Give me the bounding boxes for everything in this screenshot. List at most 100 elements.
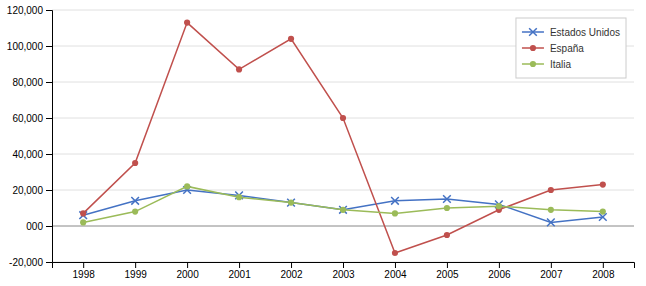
series-marker — [392, 210, 398, 216]
series-marker — [496, 203, 502, 209]
series-marker — [391, 197, 399, 205]
legend-label: Estados Unidos — [550, 27, 620, 38]
series-marker — [339, 206, 347, 214]
series — [80, 183, 606, 225]
legend-box — [516, 18, 626, 78]
series-marker — [600, 182, 606, 188]
y-axis-tick: 20,000 — [12, 185, 52, 196]
x-axis-tick-label: 2007 — [540, 269, 563, 280]
legend-marker — [530, 61, 536, 67]
x-axis-tick: 2004 — [384, 262, 407, 280]
series-line — [83, 186, 603, 222]
x-axis-tick-label: 2004 — [384, 269, 407, 280]
x-axis-tick-mark — [603, 262, 604, 268]
y-axis-tick-label: 80,000 — [12, 77, 43, 88]
legend-item: España — [522, 43, 584, 54]
y-axis-tick-mark — [46, 46, 52, 47]
y-axis-tick-mark — [46, 262, 52, 263]
y-axis-tick: 80,000 — [12, 77, 52, 88]
y-axis-tick-mark — [46, 154, 52, 155]
legend-label: Italia — [550, 59, 572, 70]
chart: -20,000 000 20,000 40,000 60,000 80,000 100,00… — [0, 0, 646, 286]
y-axis-tick-label: -20,000 — [9, 257, 43, 268]
series-marker — [80, 210, 86, 216]
y-axis-tick: 000 — [26, 221, 52, 232]
series-marker — [132, 160, 138, 166]
y-axis-tick: 40,000 — [12, 149, 52, 160]
x-axis-tick-label: 1999 — [125, 269, 148, 280]
x-axis-tick-mark — [499, 262, 500, 268]
y-axis: -20,000 000 20,000 40,000 60,000 80,000 100,00… — [7, 5, 53, 268]
x-axis-tick-mark — [447, 262, 448, 268]
series-marker — [548, 207, 554, 213]
series-marker — [184, 20, 190, 26]
y-axis-tick-label: 60,000 — [12, 113, 43, 124]
series-marker — [340, 207, 346, 213]
series-marker — [236, 194, 242, 200]
y-axis-line — [46, 11, 53, 263]
x-axis-tick-label: 2002 — [280, 269, 303, 280]
grid-line — [52, 190, 634, 191]
x-axis: 1998 1999 2000 2001 2002 2003 2004 2005 2006 2007… — [53, 262, 635, 280]
legend-marker — [530, 45, 536, 51]
legend-label: España — [550, 43, 584, 54]
grid — [52, 10, 634, 262]
y-axis-tick-mark — [46, 190, 52, 191]
y-axis-tick: 100,000 — [7, 41, 52, 52]
x-axis-tick-label: 1998 — [73, 269, 96, 280]
x-axis-tick: 2008 — [592, 262, 615, 280]
x-axis-tick: 2007 — [540, 262, 563, 280]
series — [79, 186, 606, 226]
y-axis-tick-mark — [46, 10, 52, 11]
x-axis-tick-mark — [135, 262, 136, 268]
grid-line — [52, 82, 634, 83]
series-marker — [443, 195, 451, 203]
y-axis-tick: 120,000 — [7, 5, 52, 16]
series-marker — [600, 209, 606, 215]
x-axis-tick-label: 2008 — [592, 269, 615, 280]
y-axis-tick-label: 20,000 — [12, 185, 43, 196]
series-marker — [392, 250, 398, 256]
x-axis-tick-label: 2001 — [228, 269, 251, 280]
y-axis-tick: -20,000 — [9, 257, 52, 268]
x-axis-tick-mark — [551, 262, 552, 268]
x-axis-tick: 2005 — [436, 262, 459, 280]
grid-line — [52, 10, 634, 11]
series-marker — [288, 36, 294, 42]
y-axis-tick-label: 40,000 — [12, 149, 43, 160]
x-axis-tick: 1999 — [125, 262, 148, 280]
x-axis-tick-label: 2005 — [436, 269, 459, 280]
legend-marker — [529, 28, 537, 36]
series-marker — [444, 232, 450, 238]
y-axis-tick: 60,000 — [12, 113, 52, 124]
x-axis-tick-mark — [239, 262, 240, 268]
series-marker — [80, 219, 86, 225]
y-axis-tick-mark — [46, 226, 52, 227]
series-marker — [444, 205, 450, 211]
series-marker — [548, 187, 554, 193]
x-axis-tick-label: 2006 — [488, 269, 511, 280]
series-marker — [287, 199, 295, 207]
x-axis-tick-mark — [187, 262, 188, 268]
series-marker — [547, 219, 555, 227]
plot: -20,000 000 20,000 40,000 60,000 80,000 100,00… — [7, 5, 635, 280]
legend-item: Italia — [522, 59, 572, 70]
x-axis-tick-label: 2000 — [176, 269, 199, 280]
y-axis-tick-label: 100,000 — [7, 41, 44, 52]
x-axis-tick-mark — [83, 262, 84, 268]
legend: Estados Unidos España Italia — [516, 18, 626, 78]
x-axis-tick-mark — [291, 262, 292, 268]
series-line — [83, 190, 603, 222]
x-axis-tick-mark — [343, 262, 344, 268]
x-axis-tick: 2003 — [332, 262, 355, 280]
x-axis-tick: 2000 — [176, 262, 199, 280]
series-marker — [236, 66, 242, 72]
x-axis-tick: 2006 — [488, 262, 511, 280]
x-axis-tick: 1998 — [73, 262, 96, 280]
series-marker — [340, 115, 346, 121]
y-axis-tick-label: 000 — [26, 221, 43, 232]
y-axis-tick-mark — [46, 118, 52, 119]
y-axis-tick-mark — [46, 82, 52, 83]
series-marker — [132, 209, 138, 215]
x-axis-tick-mark — [395, 262, 396, 268]
